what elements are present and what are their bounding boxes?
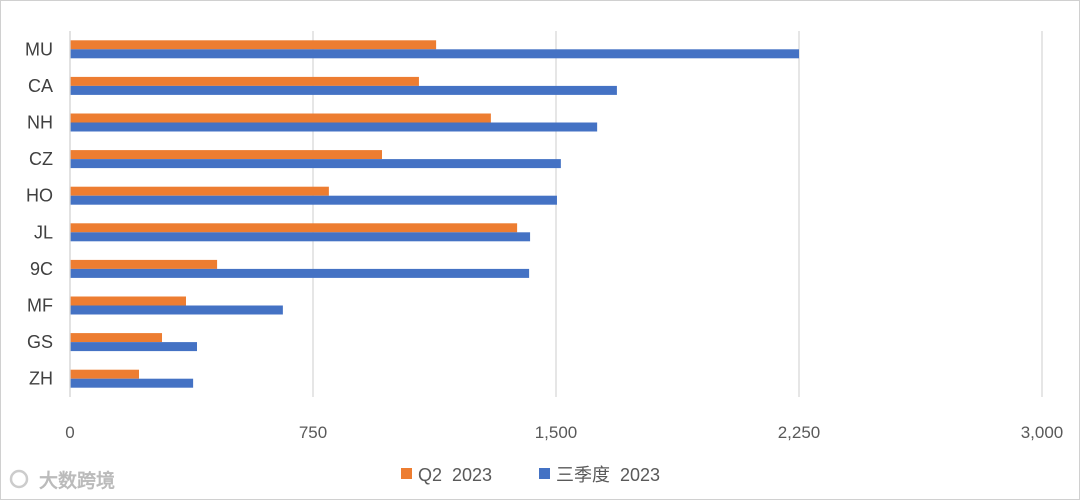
y-category-label: 9C [30, 259, 53, 279]
bar-NH-series-0 [70, 113, 491, 123]
legend-swatch [539, 468, 550, 479]
watermark: 大数跨境 [39, 469, 115, 492]
y-category-label: ZH [29, 369, 53, 389]
bar-CZ-series-0 [70, 150, 383, 160]
x-tick-label: 1,500 [535, 423, 578, 442]
y-category-label: MF [27, 296, 53, 316]
bar-ZH-series-0 [70, 369, 140, 379]
x-tick-label: 2,250 [778, 423, 821, 442]
legend-label: Q2 2023 [418, 465, 492, 485]
y-category-label: NH [27, 113, 53, 133]
y-category-label: CZ [29, 149, 53, 169]
bar-JL-series-0 [70, 223, 518, 233]
bar-GS-series-0 [70, 333, 163, 343]
bar-CZ-series-1 [70, 159, 561, 169]
watermark-logo-icon [9, 469, 29, 489]
bar-NH-series-1 [70, 122, 598, 132]
x-tick-label: 750 [299, 423, 327, 442]
bar-HO-series-0 [70, 186, 329, 196]
bar-CA-series-0 [70, 76, 419, 86]
x-tick-label: 0 [65, 423, 74, 442]
y-category-label: MU [25, 39, 53, 59]
bar-HO-series-1 [70, 195, 557, 205]
y-category-label: JL [34, 222, 53, 242]
y-category-label: HO [26, 186, 53, 206]
bar-MU-series-0 [70, 40, 437, 50]
legend-label: 三季度 2023 [556, 465, 660, 485]
y-category-label: GS [27, 332, 53, 352]
legend-swatch [401, 468, 412, 479]
y-category-label: CA [28, 76, 53, 96]
bar-9C-series-0 [70, 259, 218, 269]
bar-CA-series-1 [70, 85, 617, 95]
bar-MF-series-0 [70, 296, 186, 306]
bar-ZH-series-1 [70, 378, 194, 388]
bar-MF-series-1 [70, 305, 283, 315]
bar-9C-series-1 [70, 268, 530, 278]
bar-MU-series-1 [70, 49, 799, 59]
x-tick-label: 3,000 [1021, 423, 1064, 442]
bar-JL-series-1 [70, 232, 531, 242]
bar-GS-series-1 [70, 342, 198, 352]
